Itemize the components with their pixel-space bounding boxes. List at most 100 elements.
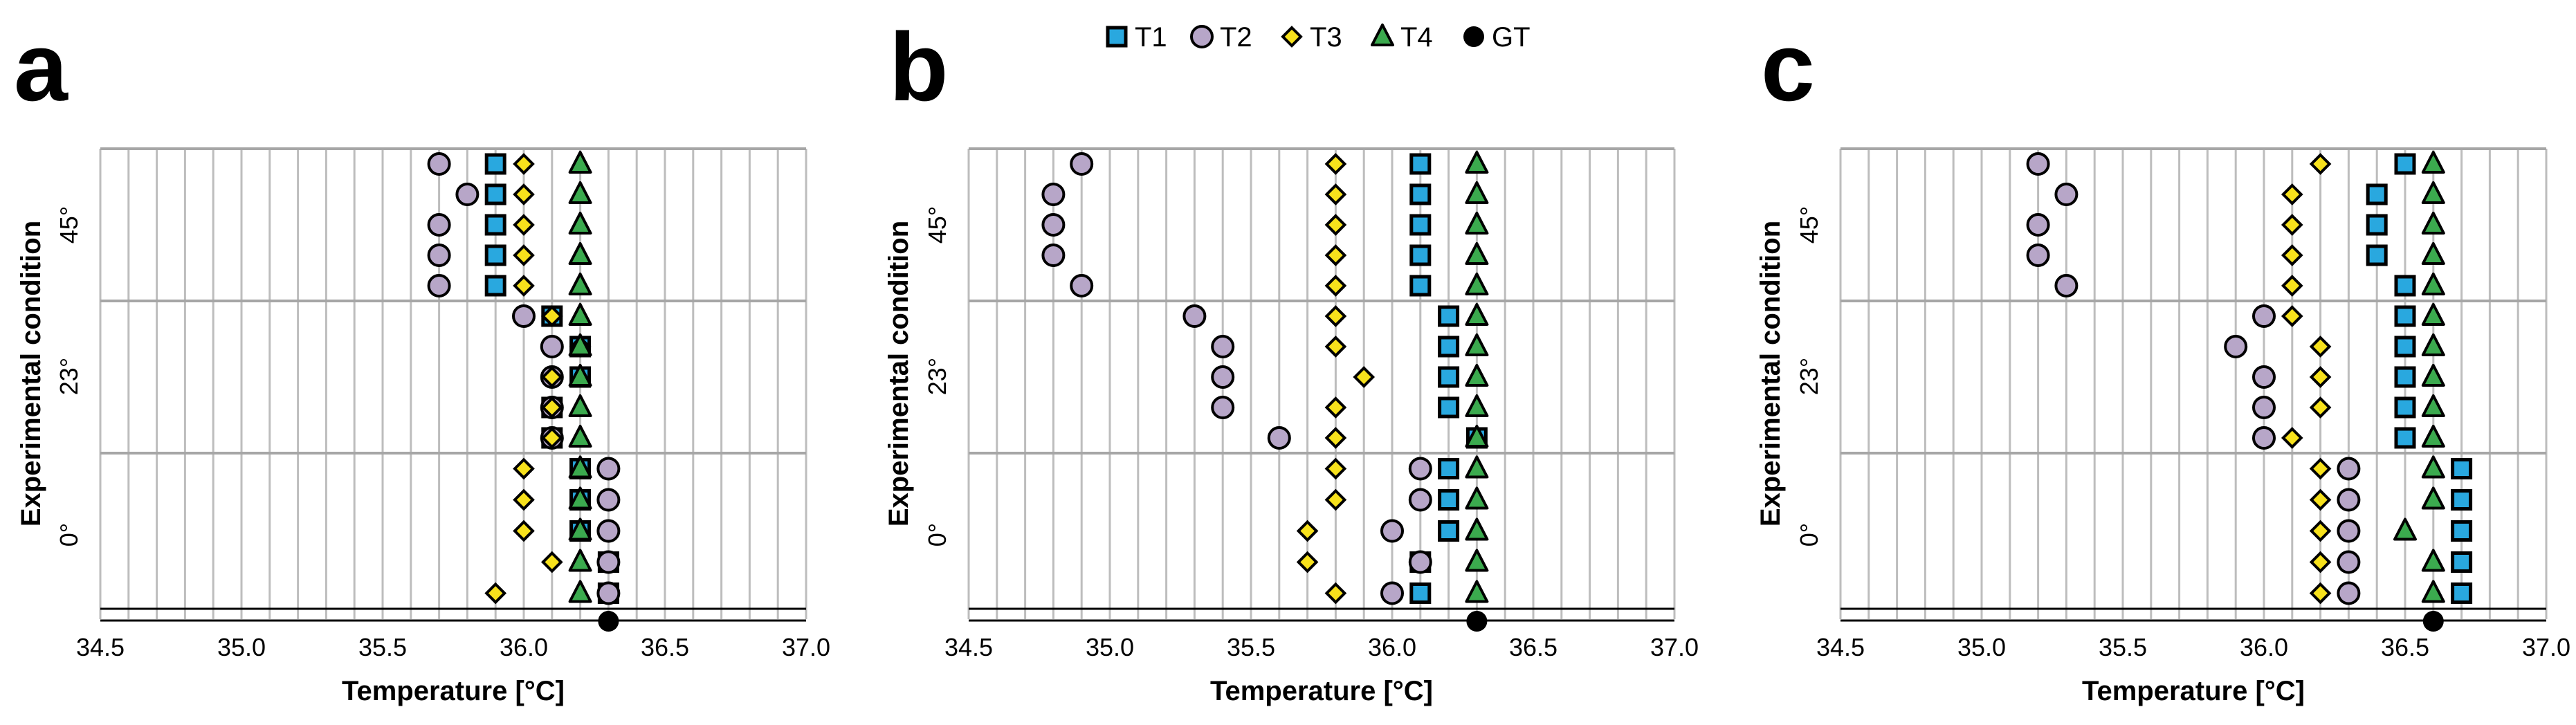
legend-marker-t1: [1106, 26, 1128, 48]
data-markers: [427, 151, 621, 605]
legend-item-t4: T4: [1371, 22, 1433, 53]
marker-t3: [513, 153, 535, 175]
marker-t4: [568, 273, 592, 295]
marker-t4: [2421, 333, 2445, 356]
marker-t1: [2394, 275, 2416, 297]
marker-t1: [1409, 582, 1432, 604]
marker-t2: [1267, 426, 1291, 450]
x-tick-label: 34.5: [1816, 633, 1865, 661]
marker-t2: [1041, 213, 1066, 237]
marker-t4: [2421, 303, 2445, 326]
x-axis-label: Temperature [°C]: [342, 676, 565, 706]
x-tick-label: 37.0: [782, 633, 830, 661]
marker-t3: [1324, 153, 1347, 175]
marker-t2: [2337, 488, 2361, 512]
marker-t1: [2451, 520, 2473, 542]
marker-t1: [2394, 153, 2416, 175]
x-tick-label: 35.5: [1227, 633, 1275, 661]
x-tick-label: 34.5: [944, 633, 993, 661]
group-label: 45°: [55, 206, 83, 244]
marker-t1: [1409, 275, 1432, 297]
marker-t1: [1438, 305, 1460, 327]
legend-item-t2: T2: [1190, 22, 1252, 53]
marker-t3: [1324, 275, 1347, 297]
marker-t3: [540, 305, 563, 327]
marker-t2: [2026, 152, 2050, 176]
marker-t3: [2281, 305, 2303, 327]
panel-letter: b: [889, 12, 949, 121]
marker-t4: [568, 425, 592, 448]
marker-t4: [568, 242, 592, 265]
marker-t4: [1465, 394, 1489, 417]
marker-t2: [427, 274, 451, 297]
marker-t1: [1409, 183, 1432, 205]
marker-t1: [2394, 336, 2416, 358]
marker-t3: [2309, 488, 2332, 511]
marker-t1: [2394, 305, 2416, 327]
group-label: 0°: [923, 523, 951, 547]
marker-t2: [596, 457, 621, 481]
marker-t1: [484, 153, 506, 175]
marker-t4: [2421, 181, 2445, 204]
marker-t2: [2252, 396, 2276, 419]
marker-t3: [1324, 582, 1347, 605]
legend-label: GT: [1492, 22, 1531, 53]
marker-t4: [568, 486, 592, 510]
marker-t3: [513, 183, 535, 205]
panel-letter: c: [1761, 12, 1815, 121]
marker-t3: [1324, 488, 1347, 511]
marker-t3: [540, 427, 563, 449]
marker-t2: [427, 152, 451, 176]
legend: T1 T2 T3 T4 GT: [1106, 22, 1531, 53]
x-tick-label: 36.5: [2381, 633, 2429, 661]
legend-marker-t3: [1281, 26, 1303, 48]
panel-c: 34.5 35.0 35.5 36.0 36.5 37.0 Temperature [°C]…: [1755, 12, 2570, 706]
marker-t1: [2451, 582, 2473, 604]
marker-t4: [568, 151, 592, 174]
marker-t1: [1409, 244, 1432, 266]
group-label: 45°: [923, 206, 951, 244]
marker-t1: [1438, 336, 1460, 358]
marker-t3: [513, 520, 535, 542]
marker-t1: [1438, 366, 1460, 388]
marker-t2: [1041, 244, 1066, 267]
x-tick-label: 35.5: [2099, 633, 2147, 661]
marker-t4: [2421, 364, 2445, 387]
marker-t2: [1070, 274, 1094, 297]
marker-t1: [2394, 427, 2416, 449]
marker-t3: [1324, 305, 1347, 327]
marker-t4: [1465, 333, 1489, 356]
marker-t2: [2337, 581, 2361, 605]
marker-t1: [1409, 214, 1432, 236]
marker-t4: [1465, 517, 1489, 541]
marker-t1: [1438, 396, 1460, 419]
marker-t3: [2309, 551, 2332, 573]
x-tick-label: 36.0: [2240, 633, 2288, 661]
marker-t1: [484, 183, 506, 205]
marker-t4: [2393, 517, 2417, 541]
legend-item-gt: GT: [1463, 22, 1531, 53]
group-label: 23°: [923, 358, 951, 395]
legend-label: T4: [1400, 22, 1433, 53]
marker-t4: [2421, 273, 2445, 295]
y-axis-label: Experimental condition: [884, 221, 914, 526]
marker-t2: [1408, 550, 1432, 574]
marker-t1: [484, 214, 506, 236]
marker-t2: [427, 213, 451, 237]
marker-t2: [512, 304, 536, 328]
marker-t3: [1324, 214, 1347, 236]
marker-t3: [2281, 244, 2303, 266]
group-label: 0°: [1795, 523, 1823, 547]
marker-t3: [2281, 275, 2303, 297]
marker-t1: [1438, 458, 1460, 479]
panel-letter: a: [14, 12, 68, 121]
gt-marker: [1466, 611, 1488, 632]
marker-t3: [2309, 366, 2332, 388]
marker-t4: [1465, 212, 1489, 235]
group-label: 0°: [55, 523, 83, 547]
x-axis-label: Temperature [°C]: [1210, 676, 1433, 706]
marker-t4: [568, 333, 592, 356]
marker-t4: [1465, 455, 1489, 479]
marker-t3: [540, 366, 563, 388]
marker-t4: [568, 549, 592, 572]
